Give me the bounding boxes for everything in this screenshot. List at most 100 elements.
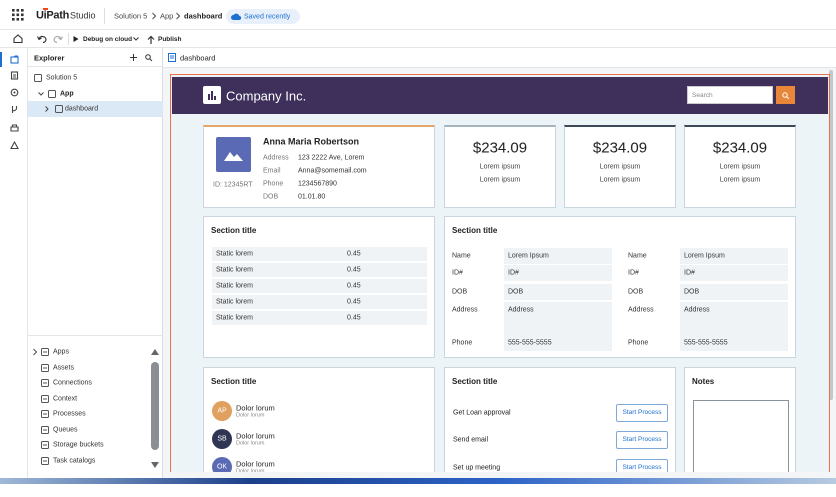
divider	[104, 8, 105, 24]
search-icon[interactable]	[145, 54, 153, 62]
detail-value: ID#	[684, 269, 695, 277]
breadcrumb-item[interactable]: dashboard	[184, 11, 223, 21]
person-subtitle: Dolor lorum	[236, 468, 265, 475]
icon-part	[16, 13, 20, 17]
logo-icon	[208, 91, 216, 100]
search-button-icon	[782, 92, 790, 100]
debug-button[interactable]: Debug on cloud	[83, 35, 133, 43]
resource-item[interactable]: Task catalogs	[53, 457, 96, 464]
top-bar	[0, 0, 836, 30]
breadcrumb-item[interactable]: App	[160, 11, 174, 21]
detail-value: Lorem Ipsum	[684, 252, 725, 260]
icon-part	[58, 36, 63, 41]
logo: UiPath	[36, 9, 70, 22]
stat-amount: $234.09	[592, 139, 648, 157]
resource-icon	[41, 410, 49, 418]
start-process-button[interactable]	[616, 403, 668, 422]
icon-part	[41, 425, 49, 434]
start-process-button[interactable]	[616, 459, 668, 472]
icon-part	[11, 55, 18, 58]
detail-value-box	[504, 248, 612, 264]
detail-value-box	[680, 248, 788, 264]
rail-icon[interactable]	[10, 88, 19, 97]
start-process-button[interactable]	[616, 431, 668, 450]
notes-textarea[interactable]	[693, 400, 789, 472]
explorer-sep	[28, 335, 163, 336]
tree-item[interactable]: dashboard	[65, 105, 99, 113]
section-title: Section title	[211, 376, 257, 386]
stat-caption: Lorem ipsum	[719, 176, 761, 184]
publish-button[interactable]: Publish	[158, 35, 182, 43]
add-icon[interactable]	[130, 54, 137, 61]
dropdown-icon[interactable]	[133, 37, 139, 41]
tree-item[interactable]: Solution 5	[46, 74, 78, 82]
section-title: Section title	[211, 225, 257, 235]
row-value: 0.45	[347, 298, 361, 306]
icon-part	[13, 34, 23, 44]
rail-icon[interactable]	[10, 140, 19, 150]
search-button[interactable]	[776, 86, 795, 104]
search-input[interactable]	[687, 86, 773, 104]
chevron	[152, 12, 157, 20]
table-row	[212, 311, 427, 326]
resource-item[interactable]: Connections	[53, 379, 92, 387]
stat-caption: Lorem ipsum	[599, 176, 641, 184]
detail-value-box	[504, 335, 612, 351]
icon-part	[211, 91, 213, 100]
row-label: Static lorem	[216, 250, 253, 257]
detail-label: ID#	[452, 269, 463, 277]
breadcrumb-item[interactable]: Solution 5	[114, 11, 148, 21]
expand-icon[interactable]	[38, 91, 44, 97]
canvas-scrollbar	[829, 70, 833, 400]
icon-part	[37, 36, 42, 41]
icon-part	[33, 348, 38, 356]
chevron[interactable]	[44, 106, 50, 112]
tab-title[interactable]: dashboard	[180, 53, 216, 63]
resource-item[interactable]: Context	[53, 395, 78, 402]
tree-item[interactable]: App	[60, 90, 74, 97]
section-title: Section title	[452, 376, 498, 386]
icon-part	[168, 53, 176, 62]
person-avatar	[212, 429, 232, 449]
apps-grid-icon[interactable]	[12, 9, 24, 21]
rail-icon[interactable]	[10, 105, 19, 114]
row-label: Static lorem	[216, 282, 253, 290]
home-icon[interactable]	[13, 34, 23, 44]
page: dashboard {"header":{"logo":"UiPath","pr…	[0, 0, 836, 484]
field-value: 01.01.80	[298, 193, 326, 201]
card	[684, 125, 796, 208]
search-placeholder: Search	[692, 91, 713, 99]
undo-icon[interactable]	[37, 35, 47, 44]
icon-part	[41, 456, 49, 465]
row-value: 0.45	[347, 282, 361, 290]
redo-icon[interactable]	[53, 35, 63, 44]
scroll-up[interactable]	[151, 349, 159, 355]
icon-part	[176, 12, 181, 20]
scrollbar-thumb[interactable]	[151, 362, 159, 450]
scroll-down[interactable]	[151, 462, 159, 468]
detail-label: DOB	[452, 288, 468, 296]
icon-part	[41, 379, 49, 387]
publish-icon[interactable]	[147, 35, 155, 44]
rail-icon[interactable]	[10, 71, 19, 80]
detail-label: Address	[628, 306, 654, 314]
rail-icon[interactable]	[10, 123, 19, 132]
resource-item[interactable]: Apps	[53, 348, 69, 356]
rail-icon[interactable]	[10, 55, 19, 64]
table-row	[212, 278, 427, 293]
detail-label: Name	[628, 252, 647, 260]
tree-icon	[34, 74, 42, 82]
resource-item[interactable]: Processes	[53, 410, 86, 418]
icon-part	[21, 18, 24, 21]
resource-item[interactable]: Storage buckets	[53, 441, 104, 449]
tree-icon	[48, 89, 56, 98]
resource-item[interactable]: Queues	[53, 426, 78, 433]
icon-part	[10, 124, 19, 132]
resource-item[interactable]: Assets	[53, 364, 75, 371]
person-name: Dolor lorum	[236, 459, 275, 469]
start-process-label: Start Process	[622, 436, 662, 444]
resource-icon	[41, 363, 49, 372]
field-value: Anna@somemail.com	[298, 167, 367, 175]
resource-icon	[41, 379, 49, 387]
play-icon[interactable]	[73, 36, 79, 42]
